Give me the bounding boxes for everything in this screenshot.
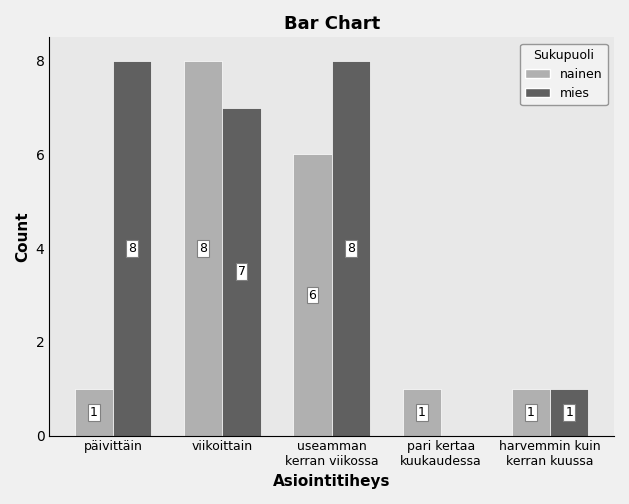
Title: Bar Chart: Bar Chart bbox=[284, 15, 380, 33]
Bar bbox=[550, 389, 588, 435]
Bar bbox=[113, 61, 152, 435]
Bar bbox=[403, 389, 441, 435]
Text: 1: 1 bbox=[418, 406, 426, 419]
Bar bbox=[512, 389, 550, 435]
Text: 6: 6 bbox=[309, 288, 316, 301]
Text: 8: 8 bbox=[128, 242, 136, 255]
Text: 1: 1 bbox=[527, 406, 535, 419]
Bar bbox=[184, 61, 223, 435]
Text: 1: 1 bbox=[565, 406, 573, 419]
X-axis label: Asiointitiheys: Asiointitiheys bbox=[273, 474, 391, 489]
Text: 8: 8 bbox=[347, 242, 355, 255]
Legend: nainen, mies: nainen, mies bbox=[520, 43, 608, 105]
Text: 7: 7 bbox=[238, 265, 245, 278]
Bar bbox=[75, 389, 113, 435]
Bar bbox=[223, 108, 260, 435]
Y-axis label: Count: Count bbox=[15, 211, 30, 262]
Text: 1: 1 bbox=[90, 406, 98, 419]
Bar bbox=[331, 61, 370, 435]
Bar bbox=[293, 154, 331, 435]
Text: 8: 8 bbox=[199, 242, 208, 255]
